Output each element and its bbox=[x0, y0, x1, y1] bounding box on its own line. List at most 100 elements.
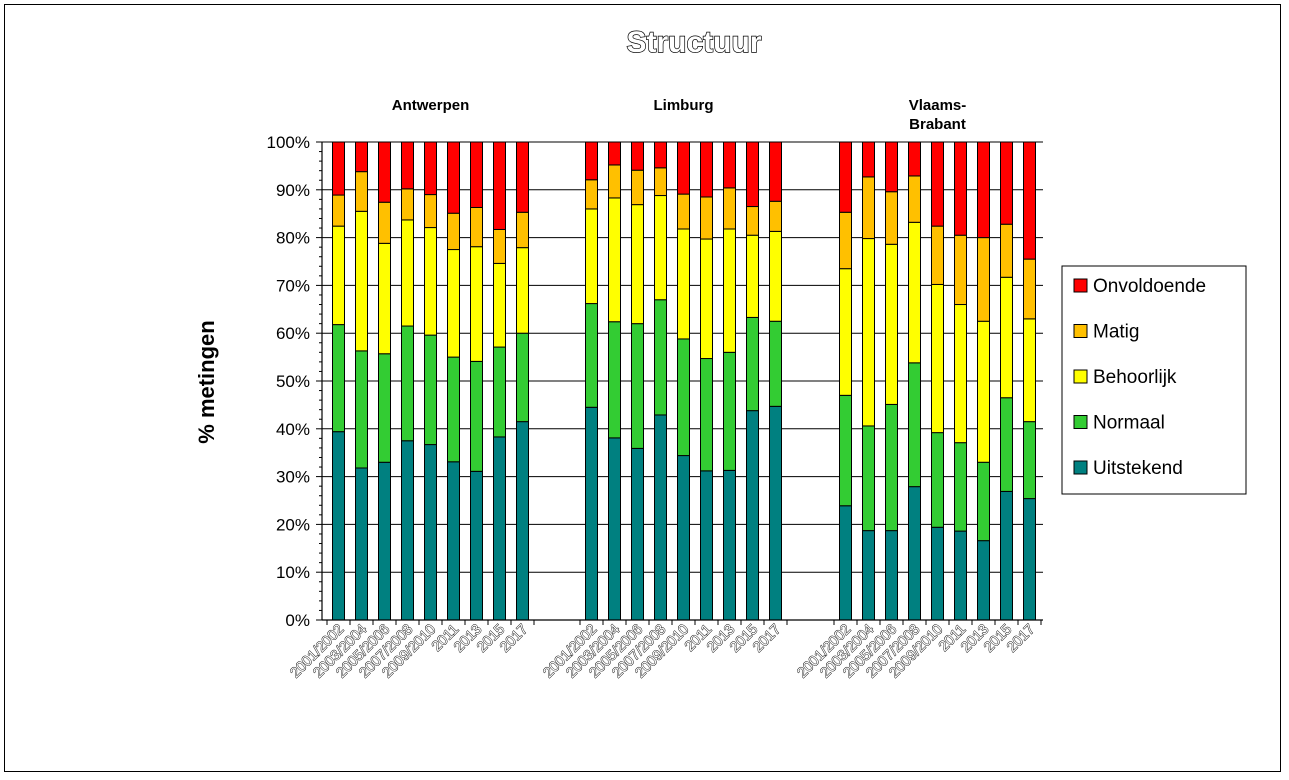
bar-segment-normaal bbox=[631, 323, 644, 449]
bar-segment-matig bbox=[908, 175, 921, 223]
bar-segment-matig bbox=[585, 179, 598, 210]
axes bbox=[316, 141, 1043, 625]
bar-segment-onvoldoende bbox=[931, 141, 944, 227]
bar-segment-uitstekend bbox=[839, 505, 852, 621]
bar-segment-onvoldoende bbox=[332, 141, 345, 196]
bar-segment-behoorlijk bbox=[931, 283, 944, 434]
bar-segment-uitstekend bbox=[931, 526, 944, 621]
bar-segment-normaal bbox=[746, 316, 759, 412]
legend-swatch-matig bbox=[1073, 324, 1088, 338]
bar-segment-normaal bbox=[931, 432, 944, 528]
bar-segment-behoorlijk bbox=[885, 243, 898, 405]
bar-segment-onvoldoende bbox=[908, 141, 921, 177]
bar-segment-uitstekend bbox=[769, 405, 782, 621]
y-tick-label: 80% bbox=[276, 229, 310, 248]
bar-segment-uitstekend bbox=[885, 530, 898, 621]
bar-segment-uitstekend bbox=[654, 414, 667, 621]
x-tick-label: 2017 bbox=[497, 622, 531, 656]
bar-segment-onvoldoende bbox=[378, 141, 391, 203]
bar-segment-normaal bbox=[769, 320, 782, 407]
bar-segment-onvoldoende bbox=[355, 141, 368, 173]
bar-segment-matig bbox=[378, 201, 391, 244]
bar-segment-normaal bbox=[862, 425, 875, 532]
bar-segment-matig bbox=[977, 237, 990, 322]
bar-segment-matig bbox=[839, 211, 852, 270]
x-tick-label: 2017 bbox=[750, 622, 784, 656]
bar-segment-normaal bbox=[378, 353, 391, 463]
bar-segment-uitstekend bbox=[862, 530, 875, 621]
bar-segment-matig bbox=[769, 200, 782, 232]
bar-segment-normaal bbox=[447, 356, 460, 463]
bar-segment-uitstekend bbox=[954, 530, 967, 621]
y-tick-label: 0% bbox=[285, 611, 310, 630]
group-label: Brabant bbox=[909, 116, 966, 133]
bar-segment-matig bbox=[931, 225, 944, 285]
bar-segment-onvoldoende bbox=[631, 141, 644, 171]
bar-segment-onvoldoende bbox=[954, 141, 967, 236]
bar-segment-normaal bbox=[608, 321, 621, 439]
bar-segment-uitstekend bbox=[700, 470, 713, 621]
bar-segment-onvoldoende bbox=[401, 141, 414, 190]
bar-segment-uitstekend bbox=[585, 406, 598, 621]
bar-segment-onvoldoende bbox=[447, 141, 460, 214]
bar-segment-normaal bbox=[516, 332, 529, 423]
bar-segment-uitstekend bbox=[332, 431, 345, 621]
bar-segment-uitstekend bbox=[493, 436, 506, 621]
bar-segment-matig bbox=[424, 194, 437, 229]
bar-segment-onvoldoende bbox=[839, 141, 852, 213]
bar-segment-matig bbox=[493, 228, 506, 264]
bar-segment-behoorlijk bbox=[862, 238, 875, 427]
bar-segment-normaal bbox=[700, 358, 713, 472]
bar-segment-onvoldoende bbox=[516, 141, 529, 213]
bar-segment-behoorlijk bbox=[954, 304, 967, 444]
bar-segment-behoorlijk bbox=[424, 227, 437, 336]
bar-segment-uitstekend bbox=[355, 467, 368, 621]
bar-segment-matig bbox=[516, 211, 529, 249]
bar-segment-uitstekend bbox=[908, 486, 921, 621]
bar-segment-normaal bbox=[355, 350, 368, 469]
legend: Onvoldoende Matig Behoorlijk Normaal Uitstek… bbox=[1061, 265, 1247, 495]
bar-segment-onvoldoende bbox=[470, 141, 483, 208]
bar-segment-onvoldoende bbox=[585, 141, 598, 181]
bar-segment-behoorlijk bbox=[977, 320, 990, 463]
bar-segment-behoorlijk bbox=[585, 208, 598, 305]
legend-swatch-normaal bbox=[1073, 415, 1088, 429]
bar-segment-normaal bbox=[493, 346, 506, 438]
y-tick-labels: 0% 10% 20% 30% 40% 50% 60% 70% 80% 90% 100% bbox=[267, 133, 310, 630]
bar-segment-matig bbox=[401, 188, 414, 221]
bar-segment-behoorlijk bbox=[677, 228, 690, 340]
bar-segment-onvoldoende bbox=[723, 141, 736, 189]
bar-segment-onvoldoende bbox=[862, 141, 875, 178]
bar-segment-behoorlijk bbox=[746, 234, 759, 318]
bar-segment-matig bbox=[332, 194, 345, 227]
bar-segment-behoorlijk bbox=[908, 221, 921, 364]
bar-segment-behoorlijk bbox=[654, 195, 667, 301]
bar-segment-behoorlijk bbox=[355, 210, 368, 352]
chart-title: Structuur bbox=[627, 26, 762, 59]
bar-segment-normaal bbox=[908, 362, 921, 488]
bar-segment-onvoldoende bbox=[1000, 141, 1013, 225]
y-tick-label: 30% bbox=[276, 468, 310, 487]
bar-segment-onvoldoende bbox=[769, 141, 782, 202]
bar-segment-uitstekend bbox=[424, 444, 437, 621]
y-tick-label: 20% bbox=[276, 515, 310, 534]
bar-segment-behoorlijk bbox=[493, 262, 506, 348]
bar-segment-matig bbox=[470, 206, 483, 248]
bar-segment-behoorlijk bbox=[1000, 276, 1013, 399]
bar-segment-uitstekend bbox=[723, 469, 736, 621]
bar-area bbox=[332, 141, 1036, 621]
bar-segment-matig bbox=[631, 169, 644, 206]
bar-segment-uitstekend bbox=[1023, 498, 1036, 621]
bar-segment-behoorlijk bbox=[631, 204, 644, 325]
bar-segment-uitstekend bbox=[977, 540, 990, 621]
y-axis-label: % metingen bbox=[194, 320, 219, 443]
group-label: Limburg bbox=[654, 97, 714, 114]
bar-segment-normaal bbox=[654, 299, 667, 416]
y-tick-label: 70% bbox=[276, 276, 310, 295]
bar-segment-matig bbox=[954, 234, 967, 306]
bar-segment-onvoldoende bbox=[424, 141, 437, 196]
bar-segment-uitstekend bbox=[378, 461, 391, 621]
bar-segment-uitstekend bbox=[401, 440, 414, 621]
bar-segment-onvoldoende bbox=[1023, 141, 1036, 260]
